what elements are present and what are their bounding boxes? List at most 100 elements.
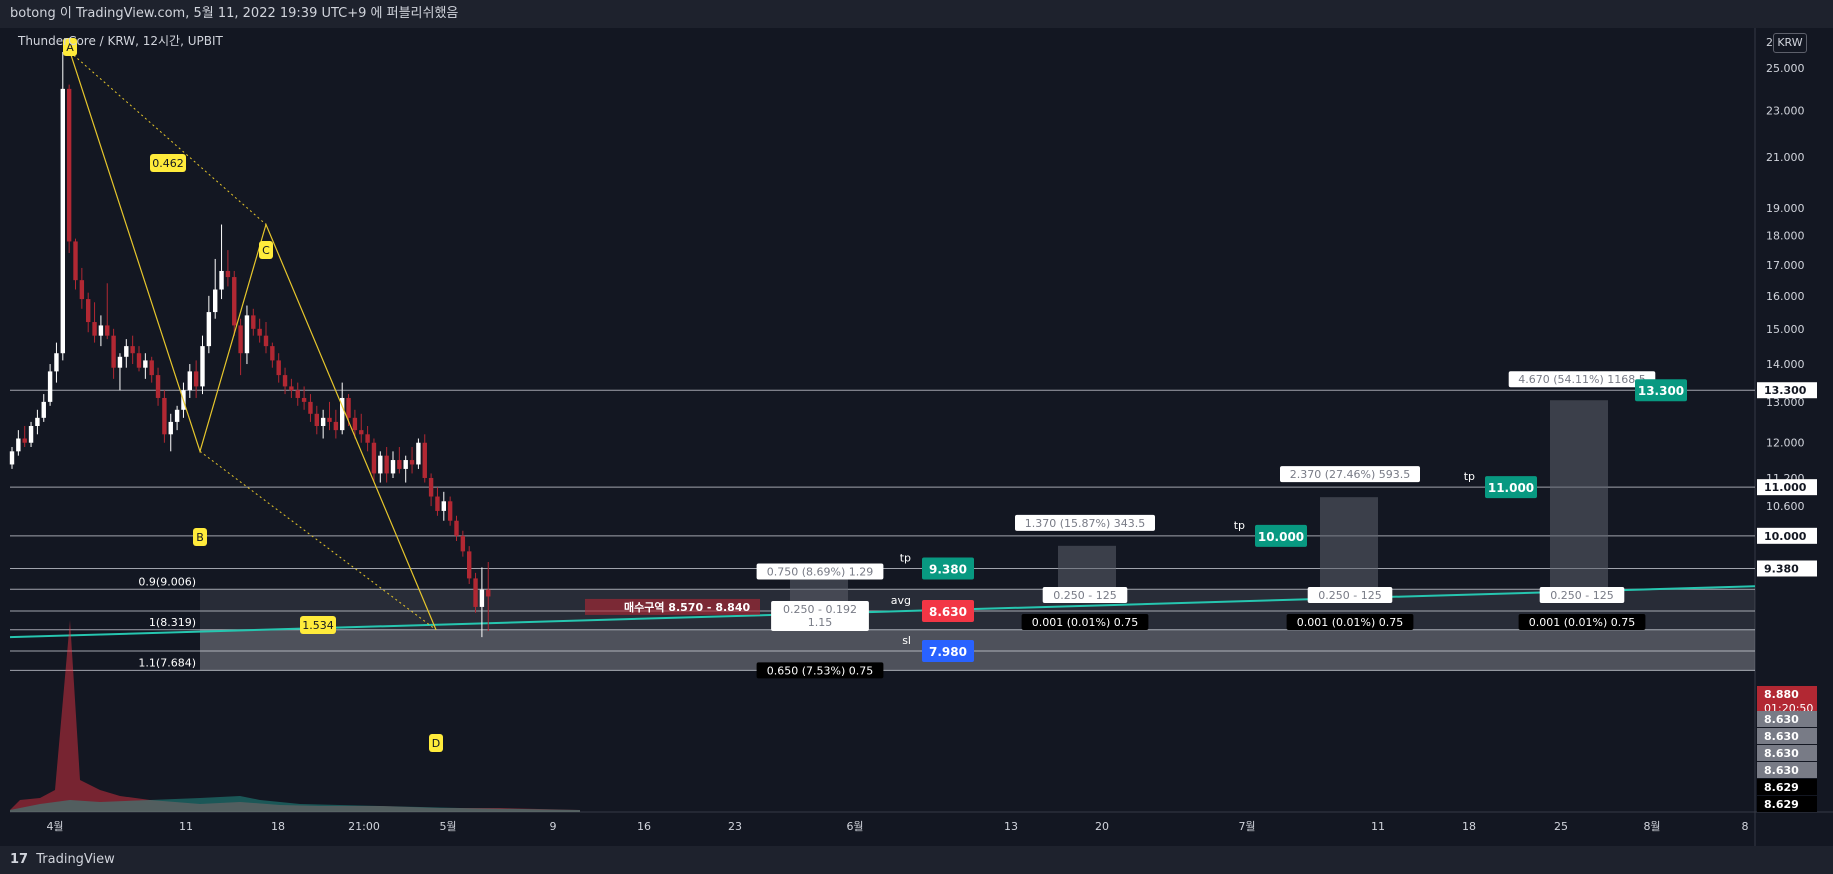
- candle-body: [130, 346, 135, 354]
- time-axis-tick: 11: [1371, 820, 1385, 833]
- footer-bar: 17 TradingView: [0, 846, 1833, 874]
- candle-body: [219, 270, 224, 290]
- time-axis-tick: 18: [271, 820, 285, 833]
- candle-body: [225, 270, 231, 278]
- candle-body: [460, 535, 466, 552]
- price-tag-label: 8.880: [1764, 688, 1799, 701]
- candle-body: [98, 325, 104, 336]
- pattern-point-label: C: [262, 244, 270, 257]
- candle-body: [35, 417, 40, 427]
- tradingview-logo[interactable]: 17 TradingView: [10, 846, 115, 874]
- level-tag-box: [1255, 524, 1307, 547]
- currency-button[interactable]: KRW: [1773, 33, 1807, 53]
- candle-body: [282, 375, 288, 387]
- price-tag-box: [1757, 745, 1817, 761]
- level-tag-name: tp: [1464, 470, 1475, 483]
- candle-body: [486, 589, 491, 597]
- trade-box: [1058, 545, 1116, 590]
- pattern-ratio-badge: 1.534: [300, 616, 336, 634]
- candle-body: [263, 335, 269, 347]
- trade-mid-box: [1042, 587, 1128, 604]
- trade-mid-box: [1307, 587, 1393, 604]
- trade-mid-label: 0.250 - 125: [1318, 589, 1381, 602]
- time-axis-tick: 11: [179, 820, 193, 833]
- trade-mid-label: 0.250 - 125: [1550, 589, 1613, 602]
- price-tag-box: [1757, 796, 1817, 812]
- trade-gain-box: [756, 563, 884, 580]
- pattern-ratio-badge: 0.462: [150, 154, 186, 172]
- candles-group: [9, 51, 491, 638]
- trade-risk-label: 0.001 (0.01%) 0.75: [1297, 616, 1404, 629]
- candle-body: [174, 409, 180, 422]
- price-axis-tick: 17.000: [1766, 259, 1805, 272]
- level-tag-value: 11.000: [1488, 481, 1534, 495]
- fib-zone-lower: [200, 629, 1755, 671]
- price-tag-label: 13.300: [1764, 384, 1807, 397]
- level-tag-name: tp: [1234, 519, 1245, 532]
- level-tag-name: sl: [902, 634, 911, 647]
- pattern-point-box: [259, 241, 273, 259]
- trade-risk-box: [756, 662, 884, 679]
- trade-gain-box: [1508, 371, 1656, 388]
- pattern-ratio-label: 1.534: [302, 619, 334, 632]
- pattern-point-a: A: [63, 38, 77, 56]
- candle-body: [308, 401, 313, 414]
- attribution-bar: botong 이 TradingView.com, 5월 11, 2022 19…: [0, 0, 1833, 28]
- trade-risk-label: 0.001 (0.01%) 0.75: [1529, 616, 1636, 629]
- candle-body: [390, 460, 396, 474]
- trade-gain-label: 4.670 (54.11%) 1168.5: [1518, 373, 1646, 386]
- candle-body: [187, 371, 192, 391]
- level-tag-value: 10.000: [1258, 530, 1304, 544]
- pattern-point-box: [63, 38, 77, 56]
- candle-body: [327, 417, 332, 422]
- level-tag-box: [922, 640, 974, 663]
- candle-body: [200, 346, 205, 387]
- price-axis-tick: 13.000: [1766, 396, 1805, 409]
- price-axis-tick: 10.600: [1766, 500, 1805, 513]
- candle-body: [9, 451, 15, 465]
- level-tag-box: [1635, 379, 1687, 402]
- fib-level-label: 1.1(7.684): [138, 656, 196, 669]
- tradingview-logo-icon: 17: [10, 852, 29, 867]
- candle-body: [22, 438, 27, 443]
- price-axis-tick: 19.000: [1766, 202, 1805, 215]
- pattern-point-label: A: [66, 41, 74, 54]
- candle-body: [168, 421, 173, 435]
- time-axis-tick: 25: [1554, 820, 1568, 833]
- candle-body: [238, 325, 243, 354]
- buy-zone-label: 매수구역 8.570 - 8.840: [624, 600, 750, 614]
- trade-mid-label: 0.250 - 125: [1053, 589, 1116, 602]
- plot-area: [10, 28, 1755, 812]
- pattern-legs: [69, 51, 437, 631]
- price-axis-tick: 23.000: [1766, 105, 1805, 118]
- time-axis-tick: 6월: [846, 820, 863, 833]
- trade-gain-label: 2.370 (27.46%) 593.5: [1290, 468, 1411, 481]
- level-tag-box: [922, 557, 974, 580]
- price-tag-label: 9.380: [1764, 563, 1799, 576]
- trade-gain-label: 1.370 (15.87%) 343.5: [1025, 517, 1146, 530]
- candle-body: [143, 360, 148, 368]
- level-tag-box: [922, 600, 974, 623]
- level-tag-box: [1485, 476, 1537, 499]
- time-axis-tick: 4월: [46, 820, 63, 833]
- price-tag-box: [1757, 762, 1817, 778]
- level-tag-name: tp: [900, 552, 911, 565]
- candle-body: [384, 455, 389, 474]
- candle-body: [314, 413, 319, 427]
- candle-body: [155, 375, 161, 398]
- candle-body: [66, 88, 72, 242]
- candle-body: [403, 460, 408, 469]
- level-tag-value: 9.380: [929, 563, 967, 577]
- candle-body: [111, 335, 116, 368]
- price-tag-box: [1757, 560, 1817, 577]
- trade-gain-box: [1015, 514, 1155, 531]
- price-axis-tick: 25.000: [1766, 62, 1805, 75]
- time-axis-tick: 20: [1095, 820, 1109, 833]
- chart-title: ThunderCore / KRW, 12시간, UPBIT: [18, 34, 223, 48]
- candle-body: [79, 280, 85, 300]
- candle-body: [86, 299, 91, 323]
- price-tag-box: [1757, 527, 1817, 544]
- candle-body: [441, 501, 446, 511]
- candle-body: [371, 442, 377, 474]
